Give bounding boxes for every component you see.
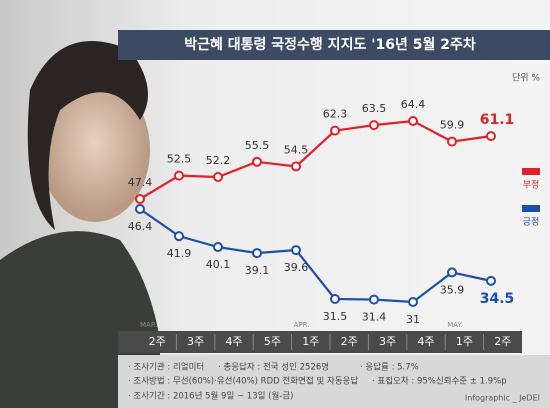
value-label: 62.3 [323,108,348,121]
value-label: 63.5 [362,102,387,115]
x-tick-label: 4주 [417,335,434,348]
value-label: 40.1 [206,258,231,271]
x-tick-label: 3주 [187,335,204,348]
value-label: 31.5 [323,310,348,323]
value-label: 41.9 [167,247,192,260]
point [369,294,379,305]
value-label: 55.5 [245,139,270,152]
series-line [139,119,492,200]
point [330,293,340,304]
point [447,136,457,147]
value-label: 64.4 [401,98,426,111]
value-label: 54.5 [284,143,309,156]
x-tick-label: 5주 [264,335,281,348]
point [408,116,418,126]
chart-title: 박근혜 대통령 국정수행 지지도 '16년 5월 2주차 [184,36,476,53]
value-label: 47.4 [128,176,153,189]
value-label: 61.1 [480,112,515,128]
point [486,275,496,286]
value-label: 46.4 [128,220,153,233]
value-label: 52.2 [206,154,231,167]
point [135,194,145,204]
note: · 응답률 : 5.7% [360,362,419,373]
point [213,242,223,253]
series-line [139,208,492,304]
x-tick-label: 1주 [456,335,473,348]
value-label: 39.6 [284,261,309,274]
x-tick-label: 2주 [494,335,511,348]
title-band [118,30,550,60]
credit: Infographic _ JeDEI [465,394,540,403]
value-label: 39.1 [245,264,270,277]
point [252,248,262,259]
x-tick-label: 2주 [341,335,358,348]
point [252,156,262,167]
x-tick-label: 4주 [225,335,242,348]
x-tick-label: 1주 [302,335,319,348]
point [486,131,496,142]
month-label: MAR. [140,321,158,329]
note: · 조사방법 : 무선(60%)·유선(40%) RDD 전화면접 및 자동응답 [128,376,358,387]
value-label: 34.5 [480,291,515,307]
point [213,171,223,182]
point [447,267,457,278]
note: · 표집오차 : 95%신뢰수준 ± 1.9%p [372,376,507,387]
note: · 총응답자 : 전국 성인 2526명 [218,362,329,373]
legend-swatch [522,205,540,212]
note: · 조사기간 : 2016년 5월 9일 ~ 13일 (월-금) [128,391,293,402]
month-label: APR. [294,321,310,329]
unit-label: 단위 % [512,73,540,84]
x-tick-label: 3주 [379,335,396,348]
x-tick-label: 2주 [149,335,166,348]
value-label: 31 [406,313,420,326]
week-band [118,331,522,353]
value-label: 31.4 [362,311,387,324]
point [369,120,379,131]
point [174,170,184,181]
point [174,231,184,242]
value-label: 35.9 [440,283,465,296]
point [330,125,340,136]
point [135,204,145,214]
value-label: 59.9 [440,119,465,132]
legend-label: 긍정 [523,217,540,228]
point [291,161,301,172]
legend-label: 부정 [523,180,540,191]
value-label: 52.5 [167,153,192,166]
point [408,297,418,307]
note: · 조사기관 : 리얼미터 [128,362,204,373]
footer-band [118,355,550,408]
point [291,245,301,256]
month-label: MAY. [447,321,462,329]
legend-swatch [522,168,540,175]
